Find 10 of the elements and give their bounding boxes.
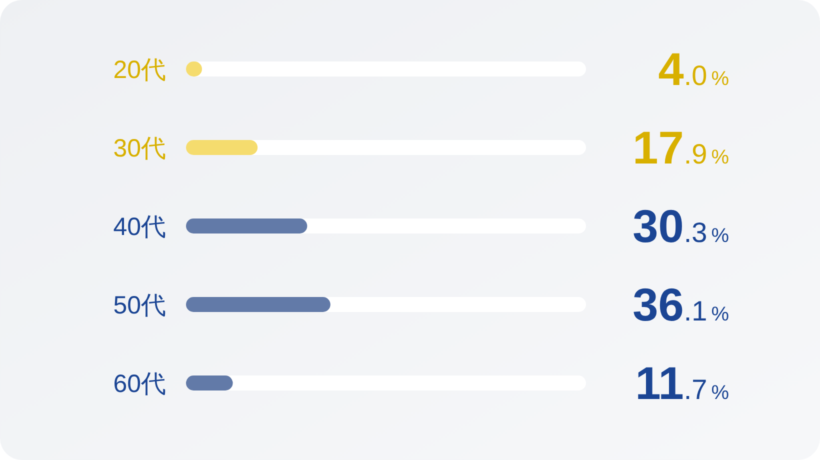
data-label: 17.9% — [632, 122, 730, 174]
y-tick-label: 60代 — [113, 370, 166, 398]
data-label: 30.3% — [632, 200, 730, 252]
data-label: 4.0% — [658, 43, 730, 95]
y-tick-label: 50代 — [113, 292, 166, 320]
y-tick-label: 20代 — [113, 56, 166, 84]
y-tick-label: 40代 — [113, 213, 166, 241]
data-label: 36.1% — [632, 278, 730, 330]
data-label: 11.7% — [635, 357, 730, 409]
y-tick-label: 30代 — [113, 134, 166, 162]
